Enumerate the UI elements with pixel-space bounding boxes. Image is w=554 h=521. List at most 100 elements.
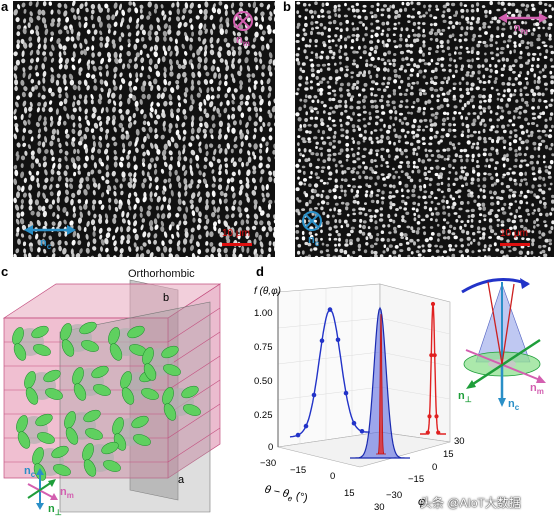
speckle: [544, 87, 548, 91]
speckle: [245, 219, 250, 225]
speckle: [121, 9, 126, 16]
speckle: [531, 57, 535, 62]
speckle: [48, 107, 53, 113]
speckle: [549, 45, 554, 48]
speckle: [175, 59, 179, 66]
speckle: [233, 37, 238, 44]
speckle: [315, 56, 319, 59]
speckle: [230, 148, 234, 154]
speckle: [211, 190, 216, 198]
speckle: [224, 163, 229, 168]
speckle: [262, 197, 266, 203]
speckle: [169, 50, 173, 57]
speckle: [112, 255, 117, 257]
speckle: [399, 232, 404, 237]
speckle: [351, 8, 356, 13]
speckle: [465, 73, 470, 77]
inset-nm-sub: m: [536, 387, 544, 397]
speckle: [399, 148, 402, 152]
speckle: [168, 10, 172, 16]
speckle: [416, 128, 421, 132]
speckle: [55, 108, 59, 115]
speckle: [489, 51, 494, 55]
speckle: [114, 207, 119, 212]
speckle: [470, 218, 474, 223]
speckle: [163, 143, 168, 150]
speckle: [13, 133, 17, 140]
speckle: [441, 167, 446, 171]
phi-data-point: [327, 307, 333, 312]
speckle: [388, 254, 392, 257]
speckle: [537, 154, 541, 158]
speckle: [301, 137, 306, 141]
speckle: [119, 84, 123, 91]
speckle: [203, 57, 208, 64]
speckle: [513, 129, 518, 132]
speckle: [513, 49, 516, 54]
speckle: [125, 109, 130, 115]
speckle: [252, 151, 255, 157]
speckle: [175, 84, 180, 90]
speckle: [105, 247, 109, 253]
speckle: [266, 220, 271, 226]
speckle: [399, 8, 403, 13]
speckle: [260, 210, 265, 216]
speckle: [328, 233, 332, 237]
speckle: [482, 232, 486, 237]
speckle: [514, 134, 518, 138]
speckle: [465, 172, 469, 177]
speckle: [174, 45, 179, 52]
speckle: [71, 192, 76, 198]
speckle: [536, 46, 541, 50]
speckle: [160, 252, 165, 257]
director-nc-n: n: [40, 237, 47, 249]
scale-bar-b-label: 10 μm: [500, 228, 528, 239]
speckle: [22, 142, 27, 148]
speckle: [343, 250, 348, 255]
speckle: [334, 202, 339, 206]
speckle: [118, 3, 123, 11]
speckle: [346, 82, 351, 87]
speckle: [71, 57, 75, 62]
speckle: [458, 154, 463, 159]
speckle: [376, 140, 380, 144]
speckle: [338, 219, 342, 224]
speckle: [381, 190, 385, 195]
speckle: [508, 177, 513, 182]
speckle: [97, 51, 102, 57]
speckle: [101, 175, 105, 181]
speckle: [58, 57, 63, 64]
speckle: [531, 172, 536, 176]
speckle: [223, 37, 228, 43]
speckle: [548, 238, 552, 242]
speckle: [340, 134, 345, 138]
speckle: [443, 76, 447, 80]
speckle: [104, 3, 109, 9]
speckle: [84, 16, 88, 22]
cluster-lobe: [81, 340, 99, 352]
speckle: [452, 146, 456, 150]
speckle: [339, 28, 343, 33]
speckle: [334, 69, 339, 74]
speckle: [379, 207, 383, 211]
speckle: [128, 16, 133, 23]
phi-data-point: [311, 392, 317, 398]
speckle: [232, 232, 236, 237]
speckle: [483, 136, 487, 141]
speckle: [482, 214, 487, 218]
director-nm-sub: m: [520, 27, 528, 37]
speckle: [412, 160, 416, 165]
speckle: [375, 149, 380, 153]
speckle: [428, 149, 433, 153]
speckle: [411, 207, 416, 211]
speckle: [239, 65, 243, 72]
speckle: [513, 44, 517, 48]
speckle: [114, 178, 119, 183]
speckle: [490, 202, 495, 206]
speckle: [543, 44, 548, 48]
speckle: [310, 68, 315, 73]
speckle: [379, 213, 384, 217]
speckle: [514, 200, 518, 203]
speckle: [514, 149, 518, 153]
speckle: [83, 203, 88, 210]
